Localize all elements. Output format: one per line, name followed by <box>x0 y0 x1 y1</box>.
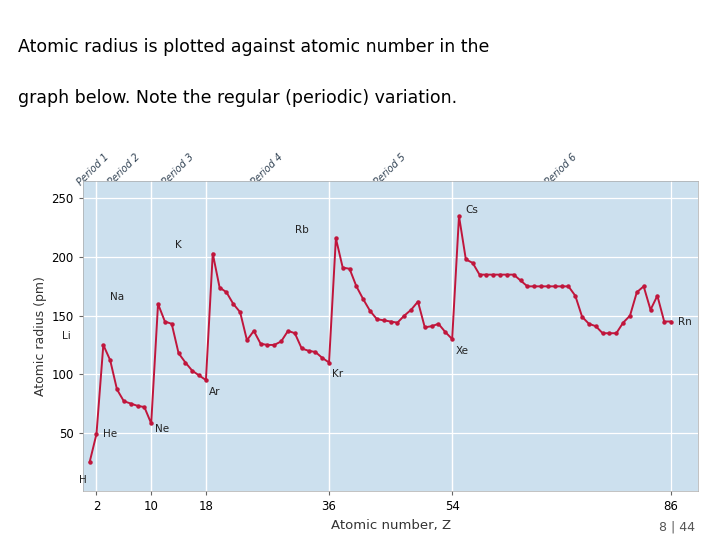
Text: K: K <box>175 240 182 251</box>
Text: Kr: Kr <box>333 369 343 379</box>
Text: Li: Li <box>62 330 71 341</box>
Text: Period 2: Period 2 <box>106 151 142 187</box>
Text: Period 1: Period 1 <box>76 151 111 187</box>
Text: Atomic radius is plotted against atomic number in the: Atomic radius is plotted against atomic … <box>18 38 490 57</box>
Text: Rb: Rb <box>295 225 309 235</box>
Text: Na: Na <box>110 292 125 302</box>
Text: Rn: Rn <box>678 316 692 327</box>
Text: graph below. Note the regular (periodic) variation.: graph below. Note the regular (periodic)… <box>18 89 457 107</box>
Text: Period 3: Period 3 <box>161 151 197 187</box>
Text: Period 4: Period 4 <box>250 151 285 187</box>
Text: Cs: Cs <box>466 205 479 215</box>
Text: 8 | 44: 8 | 44 <box>659 521 695 534</box>
Text: H: H <box>79 475 87 485</box>
Text: Period 5: Period 5 <box>373 151 408 187</box>
Text: Ar: Ar <box>210 387 221 397</box>
X-axis label: Atomic number, Z: Atomic number, Z <box>330 519 451 532</box>
Text: Ne: Ne <box>155 424 168 434</box>
Y-axis label: Atomic radius (pm): Atomic radius (pm) <box>35 276 48 396</box>
Text: Xe: Xe <box>456 346 469 356</box>
Text: Period 6: Period 6 <box>544 151 580 187</box>
Text: He: He <box>104 429 117 439</box>
